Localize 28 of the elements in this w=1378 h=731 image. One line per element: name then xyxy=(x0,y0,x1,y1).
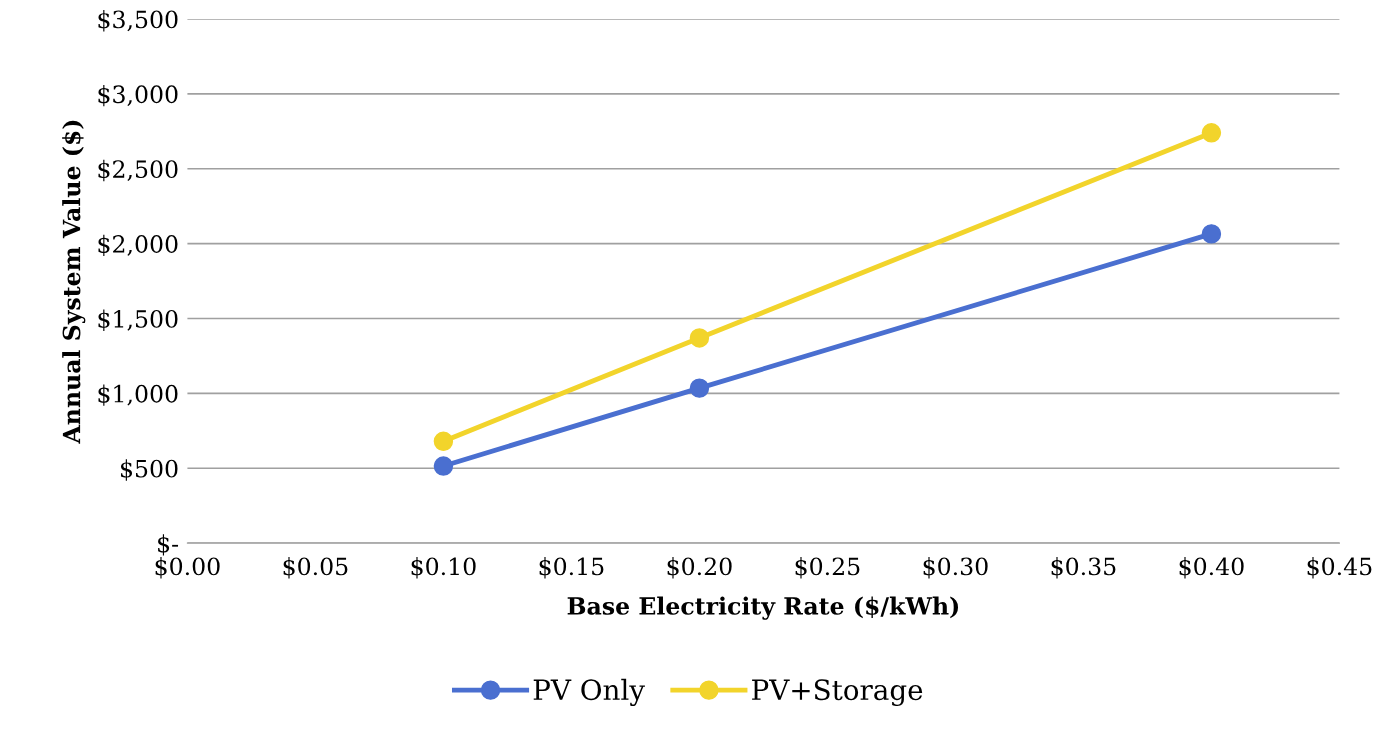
y-tick-label: $500 xyxy=(120,459,178,481)
y-axis-title: Annual System Value ($) xyxy=(62,120,86,444)
point xyxy=(1201,224,1222,244)
x-tick-label: $0.30 xyxy=(923,557,988,579)
y-tick-label: $2,500 xyxy=(98,159,178,182)
legend-label: PV Only xyxy=(533,678,645,706)
x-tick-label: $0.00 xyxy=(155,557,220,579)
point xyxy=(433,456,454,476)
y-tick-label: $- xyxy=(158,534,179,556)
y-tick-label: $3,500 xyxy=(98,10,178,32)
x-tick-label: $0.05 xyxy=(283,557,348,579)
y-tick-label: $1,500 xyxy=(98,309,178,331)
point xyxy=(689,378,710,398)
x-tick-label: $0.35 xyxy=(1051,557,1116,579)
point xyxy=(1201,123,1222,143)
x-tick-label: $0.45 xyxy=(1307,557,1372,579)
x-tick-label: $0.20 xyxy=(667,557,732,579)
x-tick-label: $0.15 xyxy=(539,557,604,579)
x-tick-label: $0.40 xyxy=(1179,557,1244,579)
point xyxy=(433,431,454,452)
legend-label: PV+Storage xyxy=(752,679,923,706)
y-tick-label: $1,000 xyxy=(98,384,178,406)
y-tick-label: $2,000 xyxy=(98,234,178,257)
y-tick-label: $3,000 xyxy=(98,84,178,107)
x-tick-label: $0.10 xyxy=(411,557,476,579)
x-tick-label: $0.25 xyxy=(795,557,860,579)
point xyxy=(689,328,710,348)
x-axis-title: Base Electricity Rate ($/kWh) xyxy=(567,596,959,620)
